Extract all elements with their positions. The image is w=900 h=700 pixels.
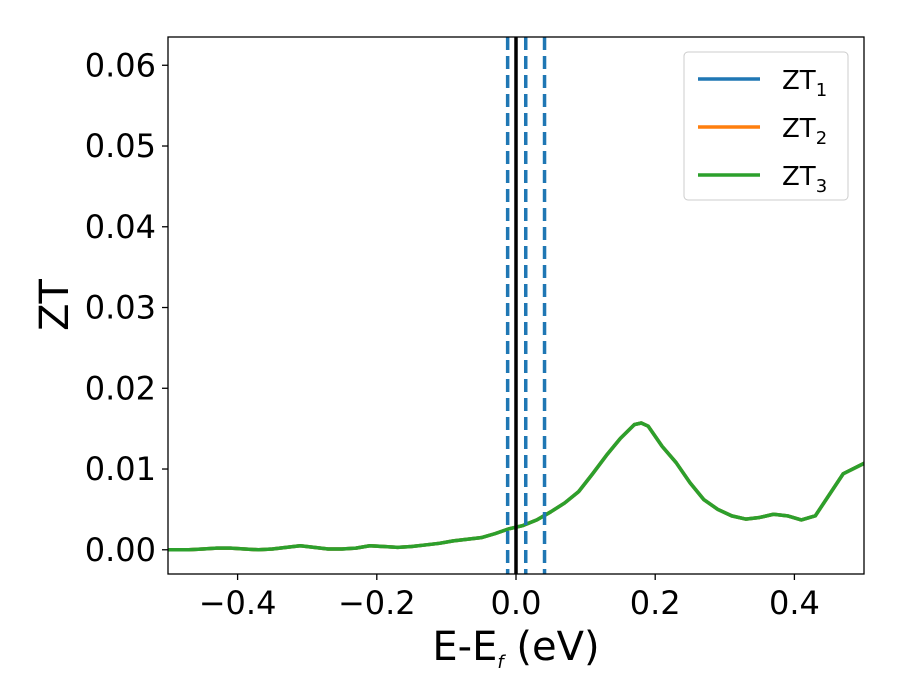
x-axis-title-subscript: f [497,652,506,673]
y-tick-label: 0.00 [85,531,156,569]
x-axis-title: E-Ef (eV) [432,624,599,673]
y-tick-label: 0.06 [85,46,156,84]
y-tick-label: 0.05 [85,127,156,165]
series-line-3 [168,421,864,552]
y-tick-label: 0.04 [85,208,156,246]
x-tick-label: 0.2 [630,584,681,622]
x-tick-label: 0.0 [491,584,542,622]
y-tick-label: 0.02 [85,369,156,407]
legend: ZT1 ZT2 ZT3 [683,51,849,201]
y-axis-title: ZT [32,279,78,331]
y-tick-label: 0.01 [85,450,156,488]
x-axis-ticks: −0.4 −0.2 0.0 0.2 0.4 [199,574,820,622]
y-axis-ticks: 0.00 0.01 0.02 0.03 0.04 0.05 0.06 [85,46,168,569]
x-tick-label: 0.4 [769,584,820,622]
legend-box [683,51,849,201]
x-tick-label: −0.4 [199,584,277,622]
x-tick-label: −0.2 [338,584,416,622]
y-tick-label: 0.03 [85,289,156,327]
legend-label-2: ZT2 [782,114,827,149]
legend-label-3: ZT3 [782,162,827,197]
reference-lines [505,37,547,574]
legend-label-1: ZT1 [782,66,827,101]
plot-area [168,421,864,552]
